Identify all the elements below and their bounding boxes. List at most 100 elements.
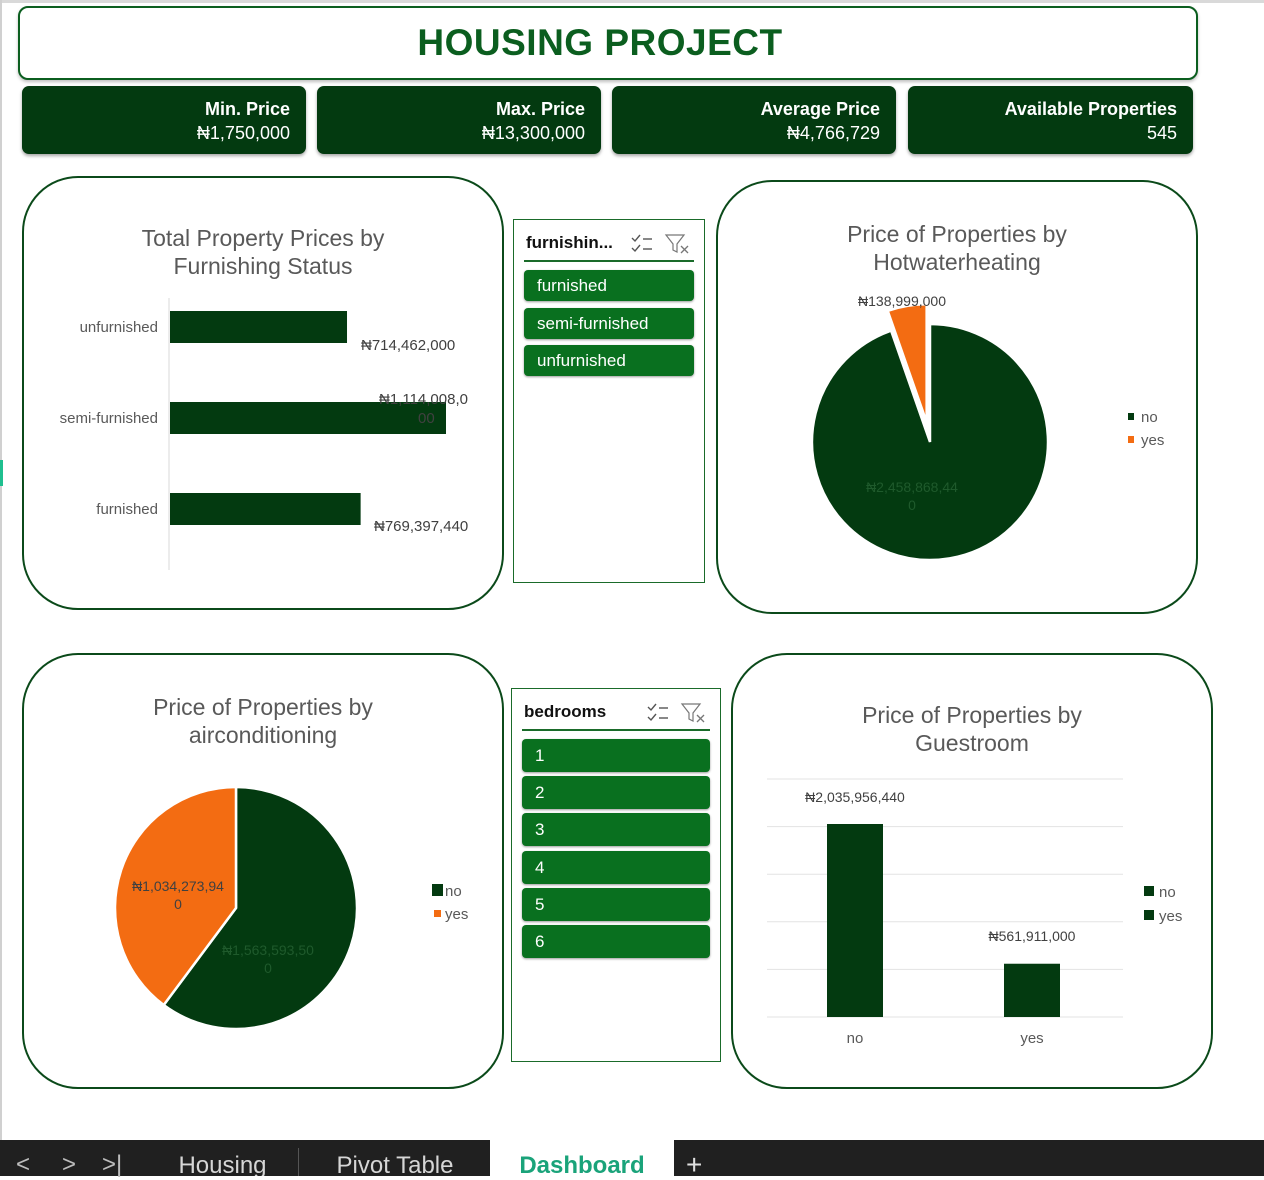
kpi-label: Min. Price (204, 99, 290, 119)
kpi-label: Available Properties (1004, 99, 1177, 119)
slicer-item-furnished[interactable]: furnished (524, 270, 694, 301)
tab-pivot-table[interactable]: Pivot Table (336, 1152, 454, 1176)
kpi-value: ₦1,750,000 (196, 123, 290, 143)
furnishing-chart-card[interactable]: Total Property Prices by Furnishing Stat… (22, 176, 504, 610)
hotwater-pie-chart: ₦138,999,000 ₦2,458,868,44 0 no yes (810, 293, 1164, 562)
kpi-average-price[interactable]: Average Price ₦4,766,729 (612, 86, 896, 154)
last-sheet-button[interactable]: >| (102, 1151, 123, 1178)
legend-swatch-no (1144, 886, 1154, 896)
aircon-chart-card[interactable]: Price of Properties by airconditioning ₦… (22, 653, 504, 1089)
bar-no (827, 824, 883, 1017)
tab-housing[interactable]: Housing (178, 1152, 267, 1176)
data-label: ₦138,999,000 (858, 293, 946, 309)
pie-slice-no (161, 785, 359, 1031)
kpi-value: ₦13,300,000 (481, 123, 585, 143)
kpi-available-properties[interactable]: Available Properties 545 (908, 86, 1193, 154)
guestroom-chart-card[interactable]: Price of Properties by Guestroom no yes ₦… (731, 653, 1213, 1089)
guestroom-bar-chart: no yes ₦2,035,956,440 ₦561,911,000 no yes (767, 778, 1182, 1047)
tab-divider (298, 1148, 299, 1176)
slicer-item-bedrooms-6[interactable]: 6 (522, 925, 710, 958)
data-label: ₦1,563,593,50 (222, 942, 314, 958)
category-label: semi-furnished (60, 410, 158, 427)
legend-swatch-no (1128, 413, 1134, 420)
data-label: ₦2,458,868,44 (866, 479, 958, 495)
kpi-value: 545 (1146, 123, 1177, 143)
chart-title-line: airconditioning (188, 722, 338, 748)
kpi-label: Average Price (760, 99, 880, 119)
dashboard-title: HOUSING PROJECT (417, 22, 783, 63)
tab-dashboard[interactable]: Dashboard (490, 1140, 674, 1176)
slicer-item-bedrooms-5[interactable]: 5 (522, 888, 710, 921)
legend-label: no (1141, 409, 1158, 426)
slicer-title: furnishin... (526, 233, 613, 252)
slicer-header: bedrooms (522, 699, 710, 731)
legend-swatch-yes (434, 910, 441, 917)
slicer-header: furnishin... (524, 230, 694, 262)
bar-yes (1004, 963, 1060, 1017)
category-label: unfurnished (80, 319, 158, 336)
category-label: yes (1020, 1030, 1043, 1047)
kpi-min-price[interactable]: Min. Price ₦1,750,000 (22, 86, 306, 154)
bar-unfurnished (170, 311, 348, 343)
bar-semi-furnished (170, 402, 446, 434)
multi-select-icon[interactable] (647, 703, 668, 722)
chart-title-line: Price of Properties by (153, 694, 373, 720)
slicer-item-bedrooms-4[interactable]: 4 (522, 851, 710, 884)
data-label: ₦561,911,000 (989, 928, 1076, 944)
top-grid-strip (0, 0, 1264, 3)
sheet-tab-bar: < > >| Housing Pivot Table Dashboard + (0, 1140, 1264, 1180)
bar-furnished (170, 493, 361, 525)
prev-sheet-button[interactable]: < (16, 1151, 31, 1178)
aircon-pie-chart: ₦1,034,273,94 0 ₦1,563,593,50 0 no yes (113, 785, 468, 1031)
clear-filter-icon[interactable] (664, 234, 689, 254)
legend-label: yes (1159, 908, 1182, 925)
data-label: 00 (418, 410, 435, 427)
bedrooms-slicer[interactable]: bedrooms 1 2 3 4 5 6 (511, 688, 721, 1062)
slicer-item-bedrooms-1[interactable]: 1 (522, 739, 710, 772)
kpi-max-price[interactable]: Max. Price ₦13,300,000 (317, 86, 601, 154)
legend-label: no (1159, 884, 1176, 901)
kpi-value: ₦4,766,729 (786, 123, 880, 143)
slicer-header-icons (647, 703, 705, 723)
chart-title-line: Price of Properties by (847, 221, 1067, 247)
chart-title: Price of Properties by Hotwaterheating (718, 220, 1196, 276)
data-label: ₦2,035,956,440 (805, 789, 905, 805)
legend-swatch-no (432, 884, 443, 896)
chart-title-line: Price of Properties by (862, 702, 1082, 728)
legend-label: no (445, 883, 462, 900)
chart-title-line: Hotwaterheating (873, 249, 1041, 275)
chart-title-line: Furnishing Status (173, 253, 353, 279)
furnishing-bar-chart: unfurnished semi-furnished furnished ₦714,… (60, 298, 468, 570)
legend-label: yes (1141, 432, 1164, 449)
slicer-item-bedrooms-2[interactable]: 2 (522, 776, 710, 809)
add-sheet-button[interactable]: + (686, 1149, 703, 1180)
multi-select-icon[interactable] (631, 234, 652, 253)
legend-swatch-yes (1144, 910, 1154, 920)
data-label: 0 (174, 896, 182, 912)
slicer-item-unfurnished[interactable]: unfurnished (524, 345, 694, 376)
legend-label: yes (445, 906, 468, 923)
data-label: 0 (908, 497, 916, 513)
selection-marker (0, 460, 3, 486)
category-label: no (847, 1030, 864, 1047)
data-label: ₦714,462,000 (361, 337, 455, 354)
pie-slice-no (810, 322, 1050, 562)
chart-title: Price of Properties by Guestroom (733, 701, 1211, 757)
slicer-item-bedrooms-3[interactable]: 3 (522, 813, 710, 846)
pie-slice-yes (886, 303, 928, 423)
chart-title-line: Guestroom (915, 730, 1029, 756)
data-label: ₦1,034,273,94 (132, 878, 224, 894)
hotwater-chart-card[interactable]: Price of Properties by Hotwaterheating ₦… (716, 180, 1198, 614)
chart-title: Price of Properties by airconditioning (24, 693, 502, 749)
kpi-label: Max. Price (495, 99, 585, 119)
next-sheet-button[interactable]: > (62, 1151, 77, 1178)
data-label: 0 (264, 960, 272, 976)
clear-filter-icon[interactable] (680, 703, 705, 723)
row-header-strip (0, 0, 2, 1140)
slicer-header-icons (631, 234, 689, 254)
title-banner[interactable]: HOUSING PROJECT (18, 6, 1198, 80)
category-label: furnished (96, 501, 158, 518)
chart-title: Total Property Prices by Furnishing Stat… (24, 224, 502, 280)
slicer-item-semi-furnished[interactable]: semi-furnished (524, 308, 694, 339)
furnishing-slicer[interactable]: furnishin... furnished semi-furnished un… (513, 219, 705, 583)
